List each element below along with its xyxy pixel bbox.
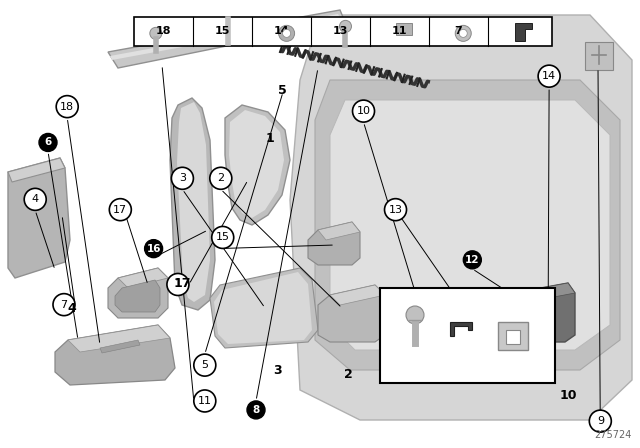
Text: 14: 14 (274, 26, 289, 36)
Circle shape (210, 167, 232, 190)
Text: 7: 7 (60, 300, 68, 310)
Circle shape (283, 30, 291, 37)
Polygon shape (308, 222, 360, 265)
Text: 5: 5 (278, 83, 286, 96)
Text: 1: 1 (266, 132, 275, 145)
Text: 15: 15 (216, 233, 230, 242)
Text: 13: 13 (388, 205, 403, 215)
Polygon shape (108, 268, 168, 318)
Text: 16: 16 (147, 244, 161, 254)
Text: 10: 10 (356, 106, 371, 116)
Text: 11: 11 (392, 26, 407, 36)
Polygon shape (498, 322, 528, 350)
Circle shape (194, 390, 216, 412)
Text: 275724: 275724 (595, 430, 632, 440)
Text: 3: 3 (179, 173, 186, 183)
Circle shape (460, 30, 467, 37)
Polygon shape (100, 340, 140, 353)
Polygon shape (315, 80, 620, 370)
Polygon shape (214, 272, 312, 344)
Circle shape (109, 198, 131, 221)
Polygon shape (177, 102, 210, 302)
Text: 18: 18 (60, 102, 74, 112)
Circle shape (56, 95, 78, 118)
Polygon shape (450, 322, 472, 336)
Polygon shape (118, 268, 168, 288)
Polygon shape (290, 15, 632, 420)
Text: 9: 9 (596, 416, 604, 426)
Polygon shape (330, 285, 385, 305)
Polygon shape (108, 10, 345, 68)
Polygon shape (515, 23, 532, 41)
Circle shape (406, 306, 424, 324)
Polygon shape (318, 285, 385, 342)
Text: 2: 2 (217, 173, 225, 183)
Text: 15: 15 (215, 26, 230, 36)
Circle shape (145, 240, 163, 258)
Polygon shape (225, 105, 290, 225)
Circle shape (589, 410, 611, 432)
Circle shape (212, 226, 234, 249)
Polygon shape (55, 325, 175, 385)
Polygon shape (210, 268, 318, 348)
Text: 8: 8 (252, 405, 260, 415)
Circle shape (24, 188, 46, 211)
Bar (506, 330, 520, 344)
Circle shape (385, 198, 406, 221)
Polygon shape (530, 283, 575, 300)
Text: 3: 3 (274, 363, 282, 376)
Text: 5: 5 (202, 360, 208, 370)
Text: 17: 17 (113, 205, 127, 215)
Circle shape (194, 354, 216, 376)
Bar (134, 17, 552, 46)
Polygon shape (318, 222, 360, 240)
Polygon shape (8, 158, 70, 278)
Bar (396, 23, 412, 35)
Bar (585, 42, 613, 70)
Circle shape (39, 134, 57, 151)
Polygon shape (110, 14, 340, 60)
Polygon shape (520, 283, 575, 342)
Text: 6: 6 (44, 138, 52, 147)
Circle shape (353, 100, 374, 122)
Polygon shape (8, 158, 65, 182)
Text: 1: 1 (175, 280, 181, 289)
Text: 7: 7 (454, 26, 462, 36)
Text: 4: 4 (68, 302, 76, 314)
Polygon shape (170, 98, 215, 310)
Circle shape (455, 26, 471, 41)
Circle shape (278, 26, 294, 41)
Circle shape (247, 401, 265, 419)
Text: 4: 4 (31, 194, 39, 204)
Circle shape (53, 293, 75, 316)
Bar (380, 288, 555, 383)
Circle shape (150, 27, 162, 39)
Polygon shape (330, 100, 610, 350)
Circle shape (339, 20, 351, 32)
Circle shape (538, 65, 560, 87)
Text: 11: 11 (198, 396, 212, 406)
Text: 18: 18 (156, 26, 172, 36)
Text: 14: 14 (542, 71, 556, 81)
Text: 12: 12 (465, 255, 479, 265)
Polygon shape (68, 325, 170, 352)
Circle shape (172, 167, 193, 190)
Text: 2: 2 (344, 367, 353, 380)
Text: 10: 10 (559, 388, 577, 401)
Circle shape (167, 273, 189, 296)
Text: 13: 13 (333, 26, 348, 36)
Polygon shape (115, 280, 160, 312)
Text: 17: 17 (173, 276, 191, 289)
Circle shape (463, 251, 481, 269)
Polygon shape (229, 110, 284, 218)
